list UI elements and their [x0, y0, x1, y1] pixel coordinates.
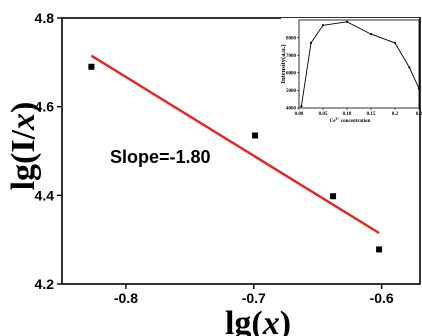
inset-data-point [408, 66, 411, 69]
inset-y-tick-label: 5000 [286, 89, 297, 94]
data-point-square [88, 63, 95, 70]
inset-x-tick-label: 0.05 [319, 112, 328, 117]
main-axis-ticks: -0.8 -0.7 -0.6 4.2 4.4 4.6 4.8 [35, 10, 394, 306]
y-tick-label: 4.6 [35, 99, 55, 115]
x-tick-label: -0.6 [370, 290, 394, 306]
inset-data-point [393, 41, 397, 44]
inset-x-tick-label: 0.2 [416, 112, 422, 117]
inset-y-tick-label: 6000 [286, 72, 297, 77]
inset-plot-frame [298, 19, 420, 109]
inset-x-tick-label: 0.2 [392, 112, 399, 117]
inset-data-point [345, 20, 349, 23]
inset-data-point [417, 87, 421, 90]
main-data-points [88, 63, 383, 253]
data-point-square [252, 132, 259, 139]
linear-fit-line [90, 54, 380, 235]
y-tick-label: 4.8 [35, 10, 55, 26]
inset-x-tick-label: 0.10 [343, 112, 352, 117]
inset-x-tick-label: 0.00 [295, 112, 304, 117]
x-tick-label: -0.8 [114, 290, 138, 306]
x-axis-title: lg(x) [225, 305, 291, 336]
inset-data-point [309, 41, 313, 44]
y-tick-label: 4.2 [35, 276, 55, 292]
main-fit-line-group [90, 54, 380, 235]
inset-y-tick-label: 8000 [286, 36, 297, 41]
inset-series-line [300, 21, 420, 107]
inset-data-point [369, 32, 373, 36]
data-point-square [330, 193, 337, 200]
inset-y-tick-label: 7000 [286, 54, 297, 59]
slope-annotation: Slope=-1.80 [110, 147, 211, 167]
inset-background [281, 18, 419, 118]
inset-x-axis-title: Ce3+ concentration [330, 116, 371, 125]
inset-y-tick-label: 4000 [286, 107, 297, 112]
y-axis-title: lg(I/x) [5, 102, 42, 191]
inset-data-point [321, 24, 325, 27]
y-tick-label: 4.4 [35, 187, 55, 203]
x-tick-label: -0.7 [242, 290, 266, 306]
inset-x-tick-label: 0.15 [367, 112, 376, 117]
inset-axis-ticks: 0.00 0.05 0.10 0.15 0.2 0.2 4000 5000 6000 7000 80… [286, 36, 422, 117]
inset-series-group [300, 20, 421, 108]
inset-y-axis-title: Intensity(a.u.) [280, 44, 287, 83]
main-plot-frame [61, 17, 421, 285]
data-point-square [376, 246, 383, 253]
inset-data-point [300, 105, 303, 108]
